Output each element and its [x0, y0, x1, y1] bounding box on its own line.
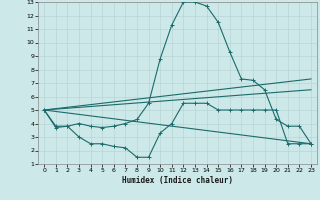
X-axis label: Humidex (Indice chaleur): Humidex (Indice chaleur) — [122, 176, 233, 185]
